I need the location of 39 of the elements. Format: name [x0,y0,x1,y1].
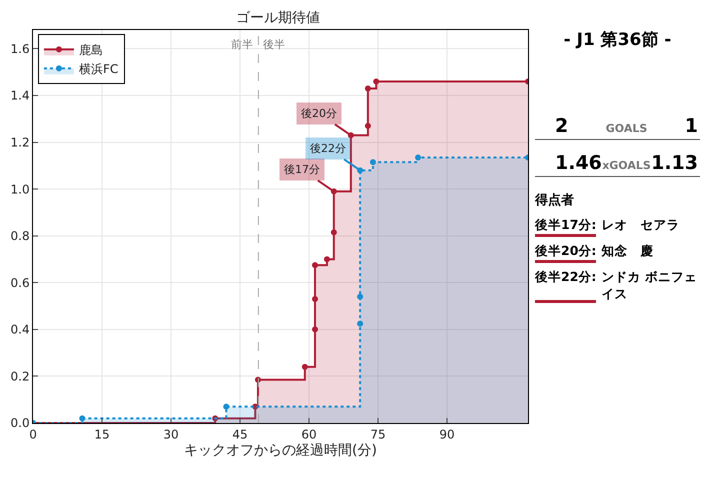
x-tick-label: 15 [94,427,110,442]
y-tick-label: 1.2 [10,135,30,150]
x-tick-label: 0 [29,427,37,442]
legend-label: 横浜FC [78,62,118,76]
text: GOALS [606,122,648,135]
text: 得点者 [535,192,575,209]
y-tick-label: 0.2 [10,369,30,384]
x-tick-label: 60 [301,427,317,442]
text: レオ セアラ [600,217,680,234]
x-tick-label: 30 [163,427,179,442]
annotation: 後半 [263,38,285,51]
x-tick-label: 75 [370,427,386,442]
text: 1.13 [651,152,698,174]
annotation: 後22分 [310,142,346,155]
text: 1.46 [555,152,602,174]
x-tick-label: 90 [439,427,455,442]
x-tick-label: 45 [232,427,248,442]
annotation: 後20分 [301,107,337,120]
annotation: 前半 [231,38,253,51]
text: 後半22分: [535,269,596,303]
annotation: 後17分 [284,163,320,176]
legend-label: 鹿島 [78,43,103,58]
y-tick-label: 1.0 [10,182,30,196]
y-tick-label: 1.6 [10,42,30,56]
text: 後半20分: [535,243,596,263]
text: - J1 第36節 - [562,29,672,51]
chart-title: ゴール期待値 [236,10,320,26]
text: 1 [684,115,698,137]
text: 後半17分: [535,217,596,237]
text: 2 [555,115,568,137]
y-tick-label: 0.8 [10,229,30,244]
y-tick-label: 1.4 [10,88,30,103]
y-tick-label: 0.4 [10,322,30,337]
x-axis-title: キックオフからの経過時間(分) [184,442,377,459]
text: ンドカ ボニフェイス [600,269,698,303]
text: 知念 慶 [600,243,654,260]
y-tick-label: 0.6 [10,276,30,290]
text: xGOALS [602,159,651,172]
y-tick-label: 0.0 [10,416,30,430]
